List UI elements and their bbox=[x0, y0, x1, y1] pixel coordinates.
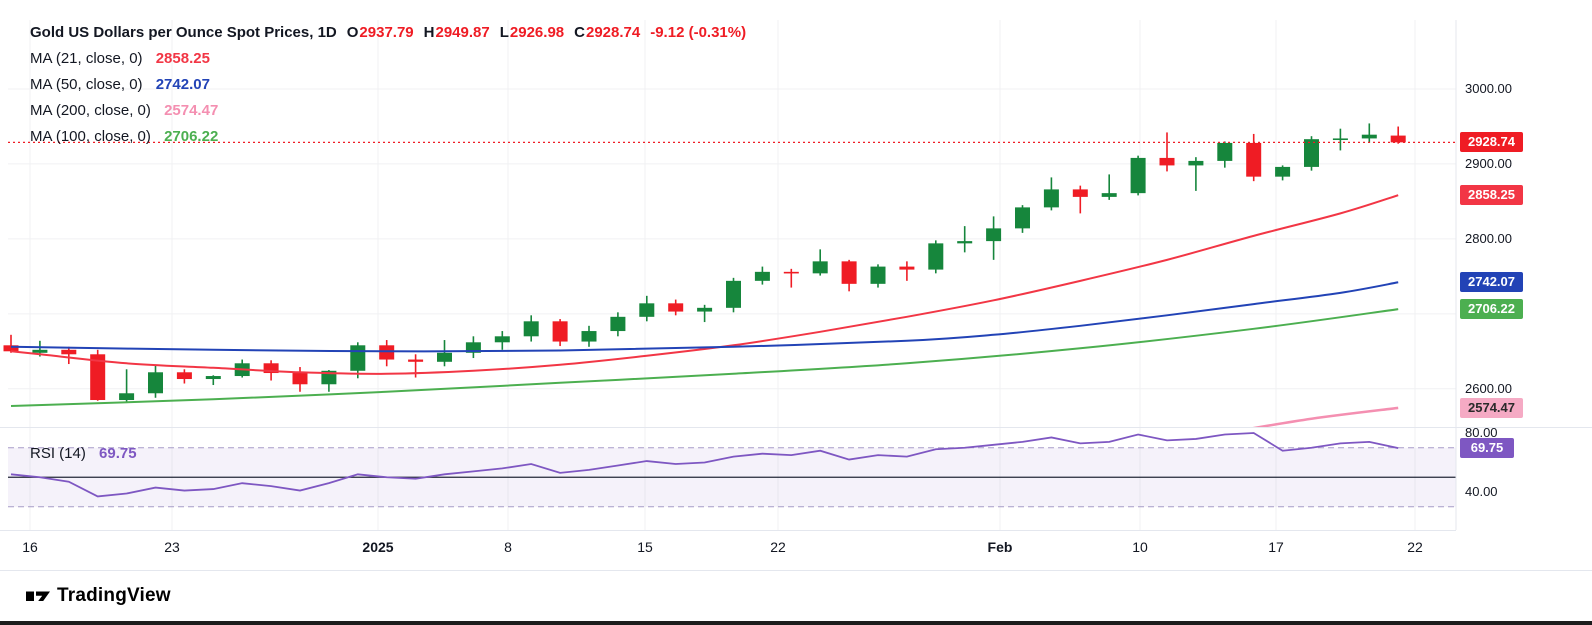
chart-legend: Gold US Dollars per Ounce Spot Prices, 1… bbox=[30, 20, 746, 150]
time-axis-label: 23 bbox=[164, 539, 180, 555]
ma-100-value: 2706.22 bbox=[164, 128, 219, 145]
ma-100-legend-row[interactable]: MA (100, close, 0) 2706.22 bbox=[30, 124, 746, 150]
rsi-label: RSI (14) bbox=[30, 445, 86, 462]
time-axis-label: 8 bbox=[504, 539, 512, 555]
ohlc-low-value: 2926.98 bbox=[509, 24, 565, 41]
ma-21-legend-row[interactable]: MA (21, close, 0) 2858.25 bbox=[30, 46, 746, 72]
time-axis-label: 22 bbox=[1407, 539, 1423, 555]
ma-50-label: MA (50, close, 0) bbox=[30, 76, 143, 93]
ma200-price-badge: 2574.47 bbox=[1460, 397, 1523, 418]
ma-200-label: MA (200, close, 0) bbox=[30, 102, 151, 119]
price-axis-label: 2600.00 bbox=[1465, 380, 1512, 396]
tradingview-icon bbox=[26, 591, 50, 601]
time-axis-label: 22 bbox=[770, 539, 786, 555]
ohlc-close-label: C bbox=[574, 24, 585, 41]
symbol-title: Gold US Dollars per Ounce Spot Prices, 1… bbox=[30, 24, 337, 41]
rsi-value: 69.75 bbox=[99, 445, 137, 462]
price-axis-label: 2800.00 bbox=[1465, 230, 1512, 246]
ma-50-legend-row[interactable]: MA (50, close, 0) 2742.07 bbox=[30, 72, 746, 98]
ohlc-change-value: -9.12 (-0.31%) bbox=[650, 24, 747, 41]
time-axis-label: 17 bbox=[1268, 539, 1284, 555]
chart-plot-area[interactable] bbox=[0, 0, 1592, 572]
price-axis[interactable]: 3000.00 2900.00 2800.00 2600.00 80.00 40.00 29… bbox=[1456, 0, 1592, 560]
rsi-value-badge: 69.75 bbox=[1460, 438, 1514, 459]
rsi-axis-label: 40.00 bbox=[1465, 484, 1498, 500]
time-axis-label: 16 bbox=[22, 539, 38, 555]
ma21-price-badge: 2858.25 bbox=[1460, 185, 1523, 206]
last-price-badge: 2928.74 bbox=[1460, 132, 1523, 153]
price-axis-label: 3000.00 bbox=[1465, 80, 1512, 96]
ma50-price-badge: 2742.07 bbox=[1460, 272, 1523, 293]
tradingview-logo-link[interactable]: TradingView bbox=[26, 585, 171, 607]
ma-200-value: 2574.47 bbox=[164, 102, 219, 119]
ma100-price-badge: 2706.22 bbox=[1460, 299, 1523, 320]
time-axis-label: 10 bbox=[1132, 539, 1148, 555]
ohlc-high-label: H bbox=[423, 24, 435, 41]
bottom-edge-bar bbox=[0, 621, 1592, 625]
ma-21-label: MA (21, close, 0) bbox=[30, 50, 143, 67]
footer-bar: TradingView bbox=[0, 570, 1592, 621]
time-axis-label: Feb bbox=[987, 539, 1013, 555]
rsi-axis-label: 80.00 bbox=[1465, 425, 1498, 440]
ohlc-low-label: L bbox=[499, 24, 509, 41]
tradingview-brand-text: TradingView bbox=[57, 585, 171, 606]
ohlc-open-value: 2937.79 bbox=[359, 24, 414, 41]
time-axis-label: 2025 bbox=[362, 539, 394, 555]
ohlc-close-value: 2928.74 bbox=[585, 24, 641, 41]
rsi-legend-row[interactable]: RSI (14) 69.75 bbox=[30, 441, 137, 467]
ohlc-high-value: 2949.87 bbox=[435, 24, 490, 41]
time-axis[interactable]: 16 23 2025 8 15 22 Feb 10 17 22 bbox=[0, 530, 1456, 570]
ma-100-label: MA (100, close, 0) bbox=[30, 128, 151, 145]
symbol-title-row[interactable]: Gold US Dollars per Ounce Spot Prices, 1… bbox=[30, 20, 746, 46]
ma-200-legend-row[interactable]: MA (200, close, 0) 2574.47 bbox=[30, 98, 746, 124]
ma-21-value: 2858.25 bbox=[155, 50, 210, 67]
price-axis-label: 2900.00 bbox=[1465, 155, 1512, 171]
ohlc-open-label: O bbox=[346, 24, 359, 41]
time-axis-label: 15 bbox=[637, 539, 653, 555]
ma-50-value: 2742.07 bbox=[155, 76, 210, 93]
